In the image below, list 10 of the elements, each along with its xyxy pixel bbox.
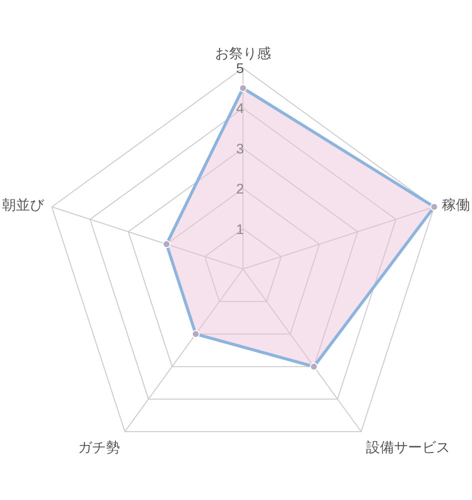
spoke-label: お祭り感 — [215, 44, 271, 61]
spoke-label: ガチ勢 — [78, 439, 120, 456]
y-tick-label: 4 — [236, 100, 244, 116]
y-tick-label: 5 — [236, 60, 244, 76]
y-tick-label: 2 — [236, 180, 244, 197]
spoke-label: 設備サービス — [366, 439, 450, 456]
y-tick-label: 1 — [236, 220, 244, 237]
y-tick-label: 3 — [236, 140, 244, 156]
spoke-label: 稼働 — [442, 196, 470, 212]
spoke-label: 朝並び — [2, 196, 46, 212]
